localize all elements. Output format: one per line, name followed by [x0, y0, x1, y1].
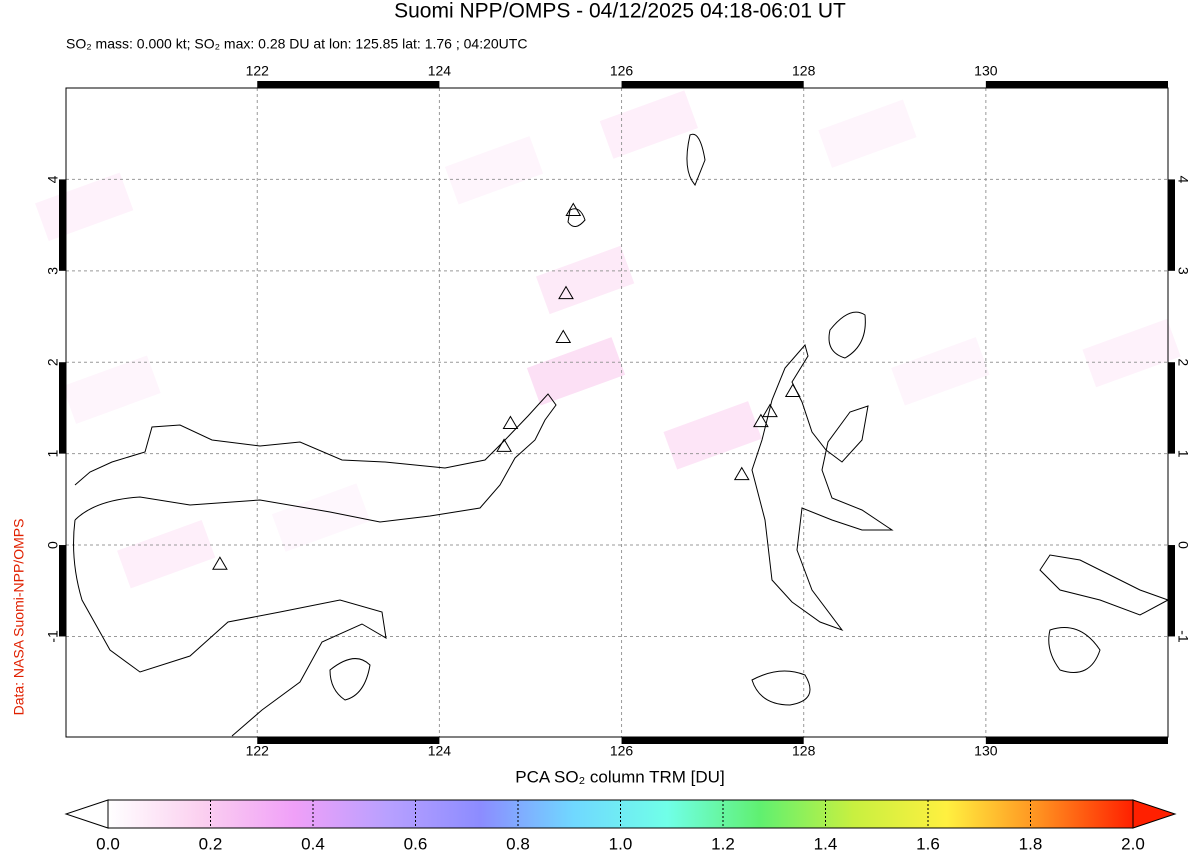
colorbar-tick-label: 0.2 — [199, 834, 223, 853]
colorbar-tick-label: 0.6 — [404, 834, 428, 853]
coastline — [751, 343, 894, 632]
frame-bar — [985, 81, 1168, 88]
frame-bar — [985, 737, 1168, 744]
frame-bar — [59, 179, 66, 271]
coastline — [74, 393, 557, 523]
colorbar-tick-label: 1.8 — [1019, 834, 1043, 853]
coastline — [1048, 627, 1101, 673]
colorbar-arrow — [1132, 799, 1177, 829]
x-tick-label: 126 — [610, 63, 634, 79]
y-tick-label: 3 — [1175, 267, 1191, 275]
coastlines — [73, 133, 1170, 737]
x-tick-label: 130 — [974, 63, 998, 79]
volcano — [753, 413, 769, 428]
y-tick-label: 4 — [1175, 176, 1191, 184]
x-tick-label: 128 — [792, 63, 816, 79]
y-tick-label: 3 — [45, 267, 61, 275]
coastline — [1039, 554, 1170, 616]
volcano — [502, 415, 519, 429]
coastline — [751, 670, 811, 706]
so2-pixel — [535, 245, 635, 315]
volcano — [733, 466, 750, 481]
volcano — [212, 556, 228, 570]
colorbar-tick-label: 1.4 — [814, 834, 838, 853]
colorbar-tick-label: 1.0 — [609, 834, 633, 853]
credit: Data: NASA Suomi-NPP/OMPS — [11, 519, 27, 716]
frame-bar — [621, 737, 804, 744]
x-tick-label: 122 — [246, 63, 270, 79]
colorbar-arrow — [64, 799, 109, 829]
title: Suomi NPP/OMPS - 04/12/2025 04:18-06:01 … — [394, 0, 846, 23]
y-tick-label: 2 — [1175, 358, 1191, 366]
colorbar-tick-label: 0.0 — [96, 834, 120, 853]
colorbar-tick-label: 1.6 — [916, 834, 940, 853]
map-frame — [65, 87, 1169, 738]
y-tick-label: -1 — [45, 630, 61, 643]
y-tick-label: 1 — [1175, 450, 1191, 458]
y-tick-label: 0 — [45, 541, 61, 549]
coastline — [686, 133, 706, 186]
coastline — [73, 519, 387, 737]
x-tick-label: 122 — [246, 743, 270, 759]
volcano — [784, 383, 801, 397]
subtitle: SO₂ mass: 0.000 kt; SO₂ max: 0.28 DU at … — [66, 36, 527, 52]
coastline — [828, 311, 866, 359]
so2-pixel — [526, 337, 626, 406]
frame-bar — [621, 81, 804, 88]
so2-pixel — [599, 90, 699, 159]
colorbar-label: PCA SO₂ column TRM [DU] — [515, 767, 724, 786]
colorbar-tick-label: 1.2 — [711, 834, 735, 853]
frame-bar — [257, 737, 440, 744]
so2-pixel — [62, 355, 161, 424]
y-tick-label: 2 — [45, 358, 61, 366]
frame-bar — [1168, 545, 1175, 637]
frame-bar — [1168, 362, 1175, 454]
volcano — [496, 438, 512, 452]
volcano — [762, 403, 778, 418]
volcano — [558, 285, 574, 300]
colorbar-tick-label: 0.4 — [301, 834, 325, 853]
frame-bar — [59, 362, 66, 454]
so2-pixel — [444, 136, 544, 205]
x-tick-label: 130 — [974, 743, 998, 759]
y-tick-label: -1 — [1175, 630, 1191, 643]
so2-pixel — [117, 519, 216, 589]
y-tick-label: 1 — [45, 450, 61, 458]
x-tick-label: 128 — [792, 743, 816, 759]
x-tick-label: 126 — [610, 743, 634, 759]
colorbar-tick-label: 0.8 — [506, 834, 530, 853]
x-tick-label: 124 — [428, 743, 452, 759]
coastline — [567, 208, 586, 227]
volcano — [565, 202, 582, 216]
so2-pixel — [663, 401, 762, 470]
so2-pixel — [891, 337, 990, 406]
volcano — [555, 329, 572, 344]
frame-bar — [1168, 179, 1175, 271]
y-tick-label: 0 — [1175, 541, 1191, 549]
so2-pixel — [271, 483, 371, 552]
y-tick-label: 4 — [45, 175, 61, 183]
x-tick-label: 124 — [428, 63, 452, 79]
coastline — [329, 658, 371, 701]
colorbar-tick-label: 2.0 — [1121, 834, 1145, 853]
so2-pixel — [818, 99, 917, 168]
so2-pixel — [1082, 318, 1181, 388]
frame-bar — [59, 545, 66, 637]
frame-bar — [257, 81, 440, 88]
